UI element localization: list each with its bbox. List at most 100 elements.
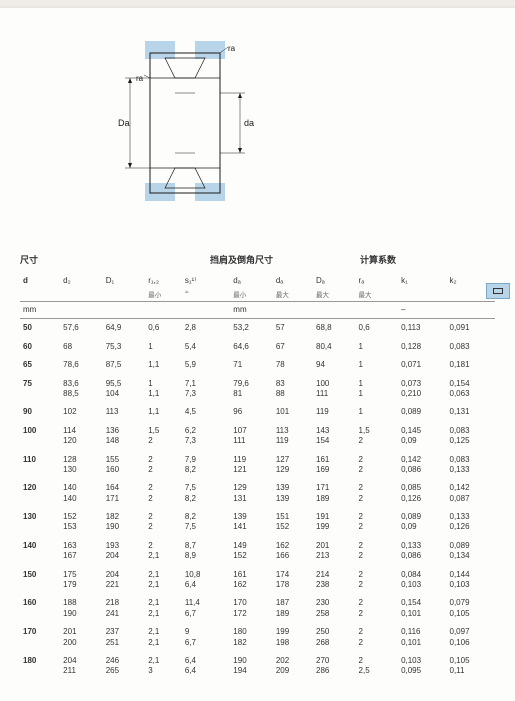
table-body: 5057,664,90,62,853,25768,80,60,1130,0916… — [20, 319, 495, 681]
cell-da2: 101 — [273, 403, 313, 421]
cell-s1: 10,86,4 — [182, 566, 230, 595]
cell-da1: 107111 — [230, 422, 273, 451]
cell-r12: 2,13 — [145, 652, 182, 681]
cell-Da: 80,4 — [313, 338, 356, 356]
cell-k1: 0,1540,101 — [398, 594, 446, 623]
cell-d: 150 — [20, 566, 60, 595]
cell-d: 130 — [20, 508, 60, 537]
header-row: d d₂ D₁ r₁,₂ s₁¹⁾ dₐ dₐ Dₐ rₐ k₁ k₂ — [20, 274, 495, 287]
cell-Da: 143154 — [313, 422, 356, 451]
bearing-cross-section-diagram: Da da ra ra — [80, 33, 280, 223]
cell-d: 170 — [20, 623, 60, 652]
cell-k1: 0,0850,126 — [398, 479, 446, 508]
cell-Da: 214238 — [313, 566, 356, 595]
cell-k1: 0,089 — [398, 403, 446, 421]
label-Da: Da — [118, 118, 130, 128]
cell-da2: 113119 — [273, 422, 313, 451]
cell-r12: 22 — [145, 479, 182, 508]
cell-r12: 0,6 — [145, 319, 182, 338]
cell-k2: 0,131 — [447, 403, 496, 421]
cell-k2: 0,0890,134 — [447, 537, 496, 566]
cell-r12: 2,12,1 — [145, 566, 182, 595]
cell-da1: 139141 — [230, 508, 273, 537]
table-row: 901021131,14,59610111910,0890,131 — [20, 403, 495, 421]
table-row: 5057,664,90,62,853,25768,80,60,1130,091 — [20, 319, 495, 338]
cell-D1: 113 — [103, 403, 146, 421]
cell-da2: 174178 — [273, 566, 313, 595]
cell-ra: 22 — [356, 479, 399, 508]
section-shoulder: 挡肩及倒角尺寸 — [210, 253, 360, 266]
cell-da1: 71 — [230, 356, 273, 374]
cell-k1: 0,1330,086 — [398, 537, 446, 566]
cell-Da: 119 — [313, 403, 356, 421]
cell-da2: 187189 — [273, 594, 313, 623]
data-table: d d₂ D₁ r₁,₂ s₁¹⁾ dₐ dₐ Dₐ rₐ k₁ k₂ 最小 ≈… — [20, 274, 495, 681]
cell-d: 60 — [20, 338, 60, 356]
cell-ra: 22 — [356, 508, 399, 537]
table-row: 1802042112462652,136,46,4190194202209270… — [20, 652, 495, 681]
table-row: 130152153182190228,27,513914115115219119… — [20, 508, 495, 537]
technical-diagram: Da da ra ra — [20, 23, 495, 223]
cell-k2: 0,083 — [447, 338, 496, 356]
cell-da1: 180182 — [230, 623, 273, 652]
cell-r12: 1,52 — [145, 422, 182, 451]
table-row: 1702012002372512,12,196,7180182199198250… — [20, 623, 495, 652]
cell-d2: 78,6 — [60, 356, 103, 374]
h-d2: d₂ — [60, 274, 103, 287]
cell-ra: 22,5 — [356, 652, 399, 681]
cell-D1: 95,5104 — [103, 375, 146, 404]
cell-d: 50 — [20, 319, 60, 338]
cell-s1: 4,5 — [182, 403, 230, 421]
cell-k2: 0,0790,105 — [447, 594, 496, 623]
cell-k1: 0,0730,210 — [398, 375, 446, 404]
cell-d2: 152153 — [60, 508, 103, 537]
cell-d: 75 — [20, 375, 60, 404]
cell-d2: 175179 — [60, 566, 103, 595]
cell-da2: 8388 — [273, 375, 313, 404]
h-r12: r₁,₂ — [145, 274, 182, 287]
cell-d: 110 — [20, 451, 60, 480]
cell-D1: 87,5 — [103, 356, 146, 374]
cell-da2: 67 — [273, 338, 313, 356]
cell-r12: 1,1 — [145, 356, 182, 374]
cell-r12: 1,1 — [145, 403, 182, 421]
cell-r12: 22 — [145, 508, 182, 537]
section-calc: 计算系数 — [360, 253, 460, 266]
h-D1: D₁ — [103, 274, 146, 287]
unit-row: mm mm – — [20, 302, 495, 319]
cell-k1: 0,113 — [398, 319, 446, 338]
label-da: da — [244, 118, 254, 128]
table-row: 1501751792042212,12,110,86,4161162174178… — [20, 566, 495, 595]
cell-d: 180 — [20, 652, 60, 681]
cell-d2: 128130 — [60, 451, 103, 480]
subheader-row: 最小 ≈ 最小 最大 最大 最大 — [20, 287, 495, 302]
cell-da1: 64,6 — [230, 338, 273, 356]
h-s1: s₁¹⁾ — [182, 274, 230, 287]
section-dimensions: 尺寸 — [20, 253, 210, 266]
cell-Da: 94 — [313, 356, 356, 374]
section-header-row: 尺寸 挡肩及倒角尺寸 计算系数 — [20, 253, 495, 266]
h-da-min: dₐ — [230, 274, 273, 287]
cell-Da: 201213 — [313, 537, 356, 566]
cell-D1: 136148 — [103, 422, 146, 451]
cell-s1: 2,8 — [182, 319, 230, 338]
cell-D1: 193204 — [103, 537, 146, 566]
cell-da1: 149152 — [230, 537, 273, 566]
cell-d2: 114120 — [60, 422, 103, 451]
cell-da2: 199198 — [273, 623, 313, 652]
bearing-type-icon — [486, 283, 510, 299]
roller-top — [165, 58, 205, 78]
label-ra-top: ra — [228, 44, 236, 53]
cell-d2: 68 — [60, 338, 103, 356]
cell-da1: 161162 — [230, 566, 273, 595]
cell-k2: 0,0970,106 — [447, 623, 496, 652]
cell-ra: 1 — [356, 338, 399, 356]
cell-r12: 11,1 — [145, 375, 182, 404]
cell-Da: 250268 — [313, 623, 356, 652]
cell-k1: 0,1160,101 — [398, 623, 446, 652]
cell-da1: 119121 — [230, 451, 273, 480]
cell-r12: 1 — [145, 338, 182, 356]
cell-k2: 0,1420,087 — [447, 479, 496, 508]
cell-k1: 0,128 — [398, 338, 446, 356]
cell-ra: 1,52 — [356, 422, 399, 451]
